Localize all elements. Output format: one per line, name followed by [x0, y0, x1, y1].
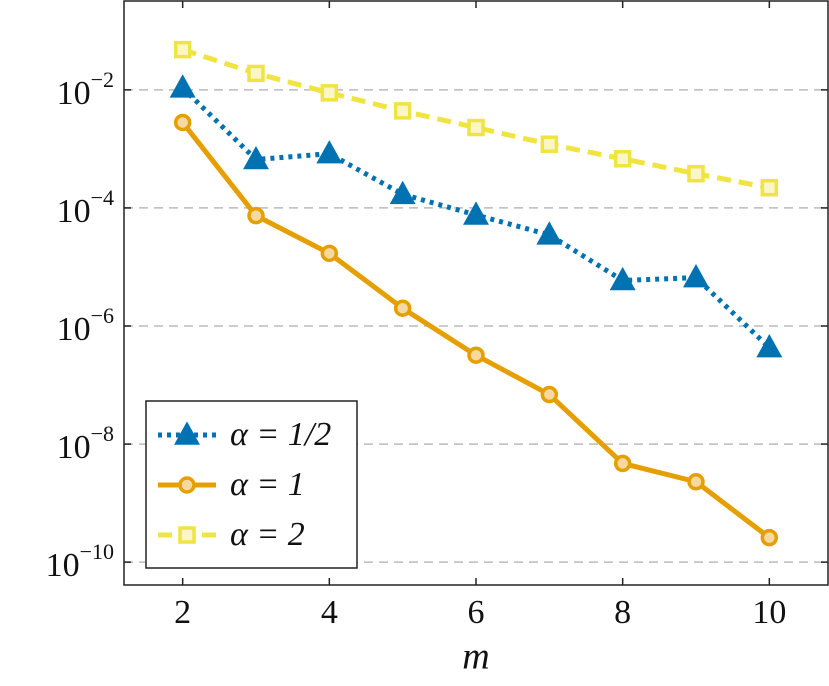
tick-exponent: −8 [91, 421, 114, 446]
y-tick-label: 10−6 [57, 303, 114, 348]
marker [173, 40, 192, 59]
tick-base: 10 [57, 311, 91, 348]
x-tick-label: 4 [321, 594, 338, 631]
marker [756, 334, 783, 358]
marker [320, 84, 339, 102]
tick-exponent: −4 [91, 185, 114, 210]
marker [178, 526, 196, 544]
y-tick-label: 10−8 [57, 421, 114, 466]
marker [393, 299, 412, 317]
tick-base: 10 [57, 193, 91, 230]
marker [393, 102, 412, 120]
x-tick-label: 6 [468, 594, 485, 631]
marker [389, 180, 416, 205]
tick-exponent: −6 [91, 303, 114, 328]
marker [178, 476, 196, 494]
marker [320, 244, 339, 263]
marker [760, 528, 779, 547]
marker [169, 74, 196, 98]
marker [687, 473, 705, 491]
marker [247, 206, 265, 225]
y-tick-label: 10−10 [46, 539, 114, 584]
marker [613, 150, 632, 168]
marker [174, 421, 200, 445]
x-tick-label: 8 [614, 594, 631, 631]
marker [687, 164, 705, 183]
legend-marker [178, 526, 196, 544]
tick-base: 10 [57, 75, 91, 112]
y-tick-label: 10−2 [57, 67, 114, 112]
marker [540, 135, 559, 153]
marker [467, 118, 485, 137]
marker [247, 64, 265, 83]
legend-label: α = 2 [230, 516, 305, 553]
marker [536, 221, 563, 245]
marker [243, 145, 269, 170]
marker [613, 454, 632, 473]
legend-marker [174, 421, 200, 445]
marker [683, 264, 709, 288]
marker [316, 140, 343, 164]
tick-exponent: −2 [91, 67, 114, 92]
x-tick-label: 10 [752, 594, 786, 631]
tick-base: 10 [57, 429, 91, 466]
legend-label: α = 1/2 [230, 416, 331, 453]
marker [540, 385, 559, 404]
x-tick-label: 2 [174, 594, 191, 631]
tick-base: 10 [46, 547, 80, 584]
x-axis-label: m [462, 636, 489, 678]
y-tick-label: 10−4 [57, 185, 114, 230]
marker [173, 113, 192, 132]
legend-label: α = 1 [230, 466, 305, 503]
tick-exponent: −10 [80, 539, 114, 564]
marker [760, 178, 779, 197]
series-line [181, 47, 770, 191]
marker [609, 266, 636, 291]
legend-marker [178, 476, 196, 494]
plot-frame [123, 0, 829, 586]
marker [463, 201, 489, 225]
marker [467, 346, 485, 364]
